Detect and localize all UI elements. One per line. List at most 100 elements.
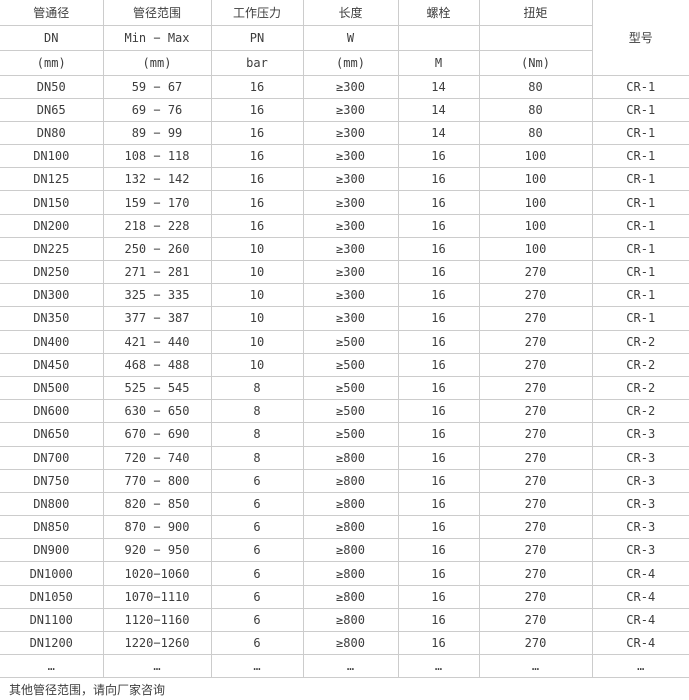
header-title-row: 管通径 管径范围 工作压力 长度 螺栓 扭矩 型号 xyxy=(0,0,689,76)
table-cell: CR-2 xyxy=(591,352,689,377)
table-cell: 100 xyxy=(478,144,593,169)
table-cell: ≥300 xyxy=(302,259,399,285)
table-cell: CR-3 xyxy=(591,538,689,563)
table-cell: 6 xyxy=(210,491,304,517)
header-symbol-pn: PN xyxy=(210,24,304,51)
table-cell: ≥800 xyxy=(302,491,399,517)
table-cell: 16 xyxy=(210,213,304,238)
table-cell: 270 xyxy=(478,306,593,331)
table-cell: 377 − 387 xyxy=(102,306,212,331)
table-cell: CR-1 xyxy=(591,74,689,99)
table-cell: 100 xyxy=(478,167,593,192)
table-cell: 108 − 118 xyxy=(102,144,212,169)
table-cell: ≥800 xyxy=(302,630,399,656)
table-cell: CR-1 xyxy=(591,259,689,285)
header-length: 长度 xyxy=(302,0,399,26)
table-cell: 820 − 850 xyxy=(102,491,212,517)
header-symbol-w: W xyxy=(302,24,399,51)
table-cell: DN200 xyxy=(0,213,104,238)
table-cell: 270 xyxy=(478,515,593,540)
header-unit-bar: bar xyxy=(210,49,304,76)
table-cell: 630 − 650 xyxy=(102,399,212,424)
table-row: DN850 870 − 900 6 ≥800 16 270 CR-3 xyxy=(0,515,689,540)
table-cell: 10 xyxy=(210,352,304,377)
table-cell: … xyxy=(591,654,689,679)
table-cell: 8 xyxy=(210,375,304,401)
table-cell: 1220−1260 xyxy=(102,630,212,656)
table-cell: 16 xyxy=(397,213,480,238)
table-cell: 16 xyxy=(397,422,480,447)
table-row: DN900 920 − 950 6 ≥800 16 270 CR-3 xyxy=(0,538,689,563)
table-cell: 270 xyxy=(478,259,593,285)
table-cell: 270 xyxy=(478,468,593,493)
table-cell: ≥800 xyxy=(302,607,399,633)
table-cell: ≥300 xyxy=(302,306,399,331)
table-cell: 6 xyxy=(210,561,304,586)
table-row: DN750 770 − 800 6 ≥800 16 270 CR-3 xyxy=(0,468,689,493)
table-cell: 270 xyxy=(478,399,593,424)
table-cell: CR-4 xyxy=(591,584,689,609)
table-row: ………………… xyxy=(0,654,689,679)
table-cell: DN700 xyxy=(0,445,104,470)
table-cell: DN650 xyxy=(0,422,104,447)
table-cell: 59 − 67 xyxy=(102,74,212,99)
table-cell: CR-4 xyxy=(591,630,689,656)
table-cell: ≥300 xyxy=(302,190,399,215)
table-cell: 270 xyxy=(478,607,593,633)
table-cell: CR-2 xyxy=(591,375,689,401)
table-cell: 270 xyxy=(478,352,593,377)
table-cell: 325 − 335 xyxy=(102,283,212,308)
table-cell: CR-2 xyxy=(591,329,689,354)
table-cell: 270 xyxy=(478,561,593,586)
table-cell: 270 xyxy=(478,283,593,308)
table-cell: CR-1 xyxy=(591,144,689,169)
table-row: DN200 218 − 228 16 ≥300 16 100 CR-1 xyxy=(0,213,689,238)
header-model: 型号 xyxy=(591,0,689,76)
table-cell: 6 xyxy=(210,630,304,656)
table-cell: 468 − 488 xyxy=(102,352,212,377)
table-cell: 16 xyxy=(397,468,480,493)
table-cell: 100 xyxy=(478,190,593,215)
header-unit-m: M xyxy=(397,49,480,76)
table-cell: 270 xyxy=(478,329,593,354)
table-cell: CR-4 xyxy=(591,561,689,586)
table-cell: ≥800 xyxy=(302,584,399,609)
table-cell: 10 xyxy=(210,236,304,262)
table-row: DN100 108 − 118 16 ≥300 16 100 CR-1 xyxy=(0,144,689,169)
table-cell: ≥300 xyxy=(302,120,399,146)
table-cell: 16 xyxy=(397,538,480,563)
table-row: DN65 69 − 76 16 ≥300 14 80 CR-1 xyxy=(0,97,689,122)
table-cell: 16 xyxy=(397,630,480,656)
table-cell: 16 xyxy=(397,236,480,262)
table-row: DN225 250 − 260 10 ≥300 16 100 CR-1 xyxy=(0,236,689,262)
table-cell: 16 xyxy=(210,190,304,215)
table-cell: 870 − 900 xyxy=(102,515,212,540)
table-cell: 6 xyxy=(210,515,304,540)
table-cell: 271 − 281 xyxy=(102,259,212,285)
table-cell: 16 xyxy=(397,399,480,424)
table-cell: … xyxy=(210,654,304,679)
header-unit-nm: (Nm) xyxy=(478,49,593,76)
table-cell: 14 xyxy=(397,97,480,122)
table-cell: DN600 xyxy=(0,399,104,424)
table-cell: ≥800 xyxy=(302,468,399,493)
header-unit-row: (mm) (mm) bar (mm) M (Nm) xyxy=(0,49,689,76)
table-cell: ≥300 xyxy=(302,74,399,99)
table-cell: 670 − 690 xyxy=(102,422,212,447)
table-cell: 270 xyxy=(478,584,593,609)
header-torque: 扭矩 xyxy=(478,0,593,26)
table-cell: CR-1 xyxy=(591,190,689,215)
table-cell: 1020−1060 xyxy=(102,561,212,586)
table-cell: ≥300 xyxy=(302,236,399,262)
table-cell: CR-4 xyxy=(591,607,689,633)
table-cell: 100 xyxy=(478,213,593,238)
table-row: DN400 421 − 440 10 ≥500 16 270 CR-2 xyxy=(0,329,689,354)
table-row: DN125 132 − 142 16 ≥300 16 100 CR-1 xyxy=(0,167,689,192)
table-cell: CR-3 xyxy=(591,515,689,540)
table-cell: 1070−1110 xyxy=(102,584,212,609)
header-bolt: 螺栓 xyxy=(397,0,480,26)
table-cell: ≥300 xyxy=(302,167,399,192)
table-cell: 10 xyxy=(210,283,304,308)
table-cell: 6 xyxy=(210,468,304,493)
